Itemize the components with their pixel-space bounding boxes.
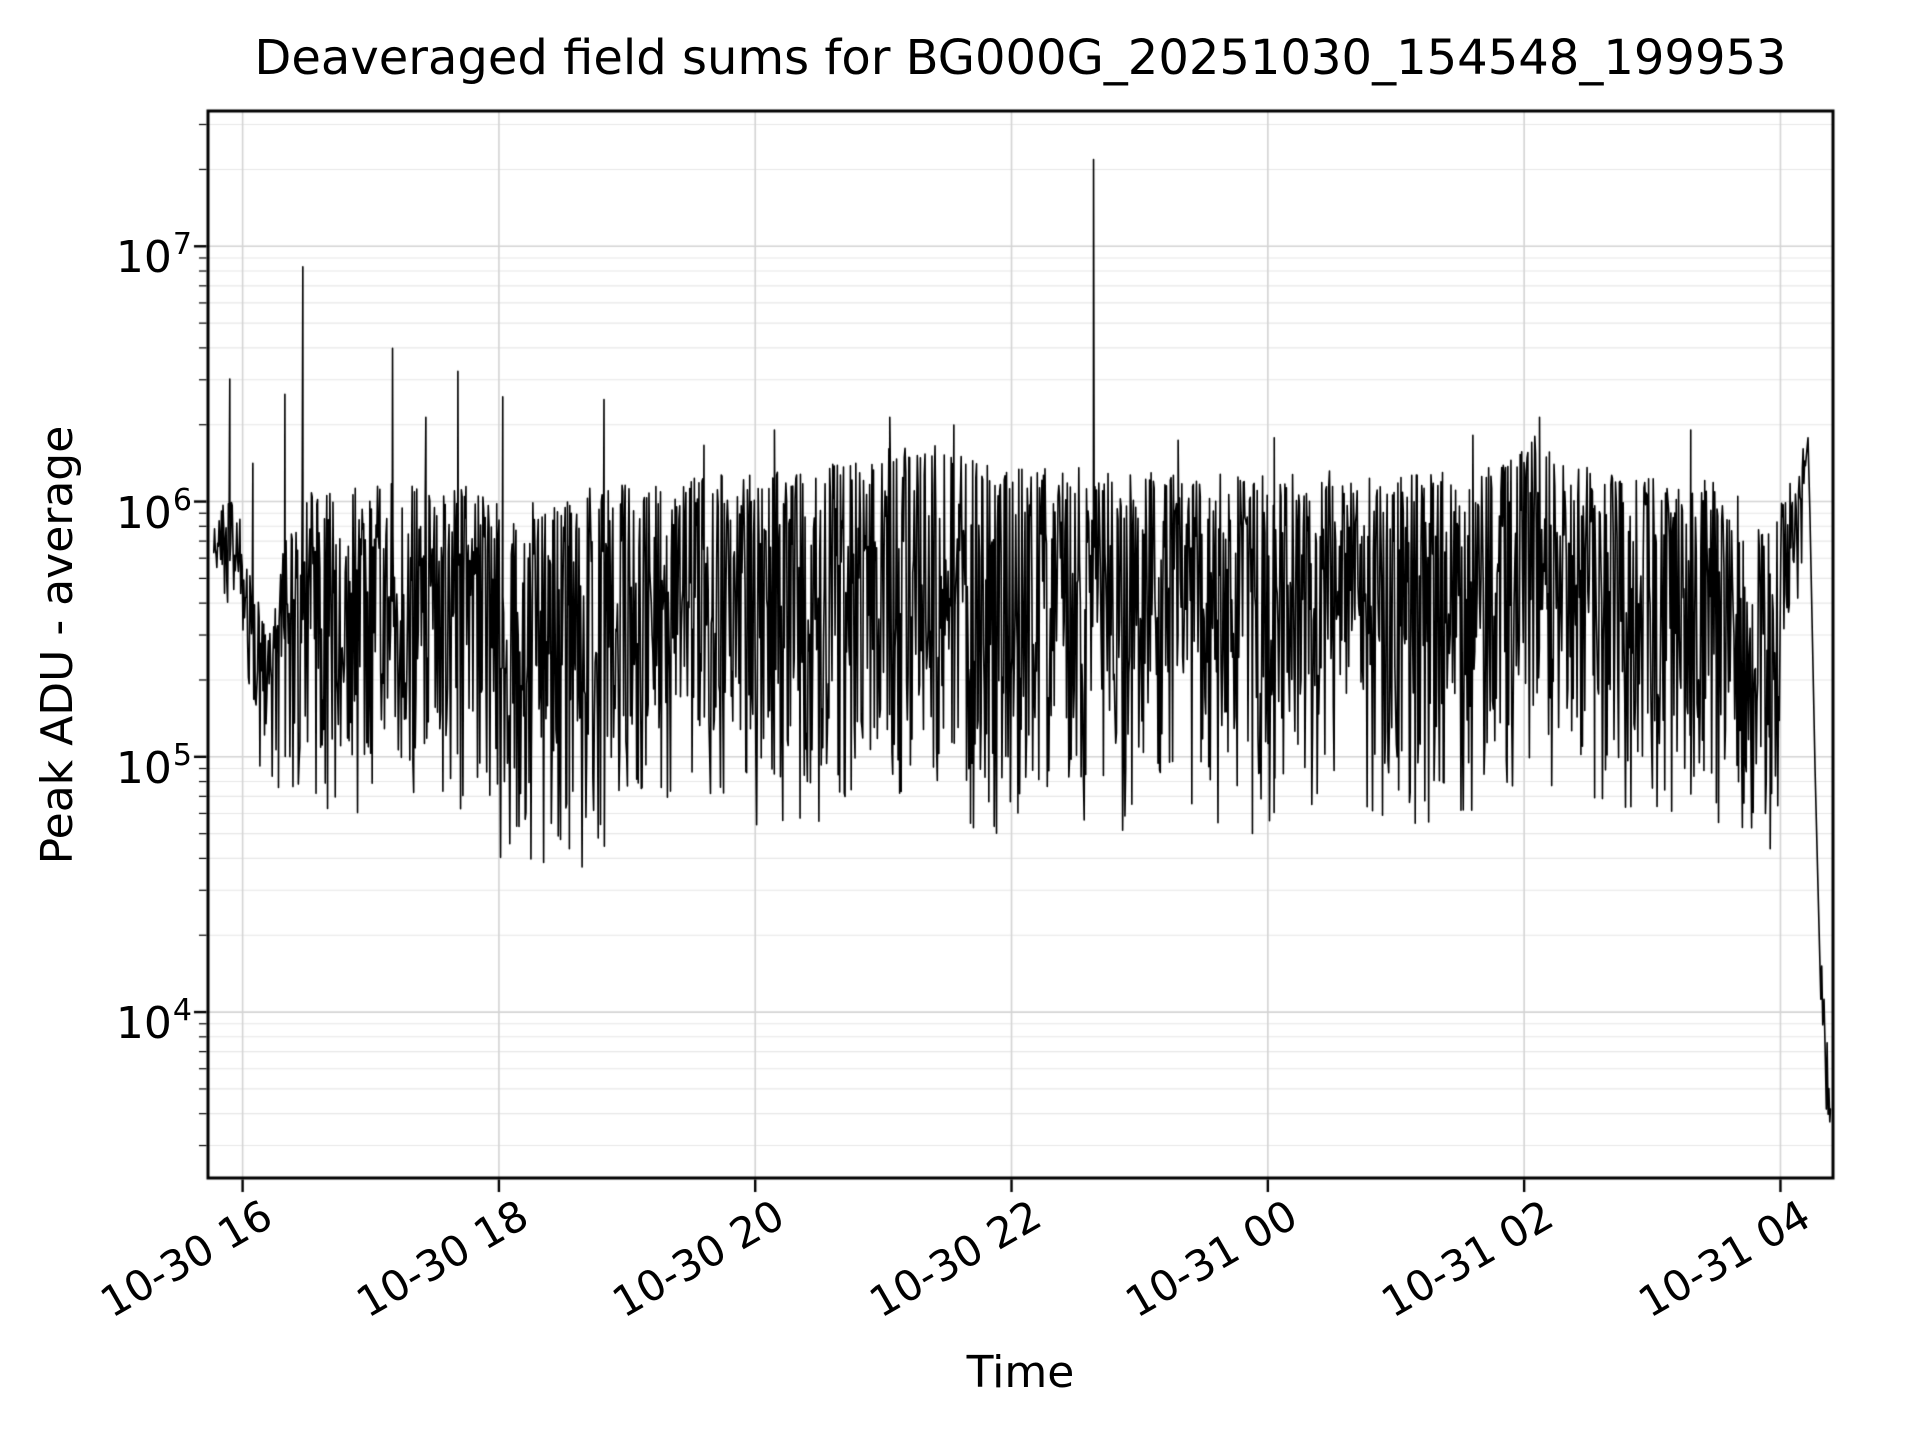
x-axis-label: Time — [966, 1347, 1075, 1398]
y-tick-label: 107 — [115, 227, 192, 284]
y-axis-label: Peak ADU - average — [32, 425, 83, 865]
y-tick-label: 106 — [115, 482, 192, 539]
y-tick-label: 105 — [115, 737, 192, 794]
y-tick-label: 104 — [115, 993, 192, 1050]
plot-canvas — [178, 91, 1853, 1218]
chart-title: Deaveraged field sums for BG000G_2025103… — [254, 30, 1787, 86]
